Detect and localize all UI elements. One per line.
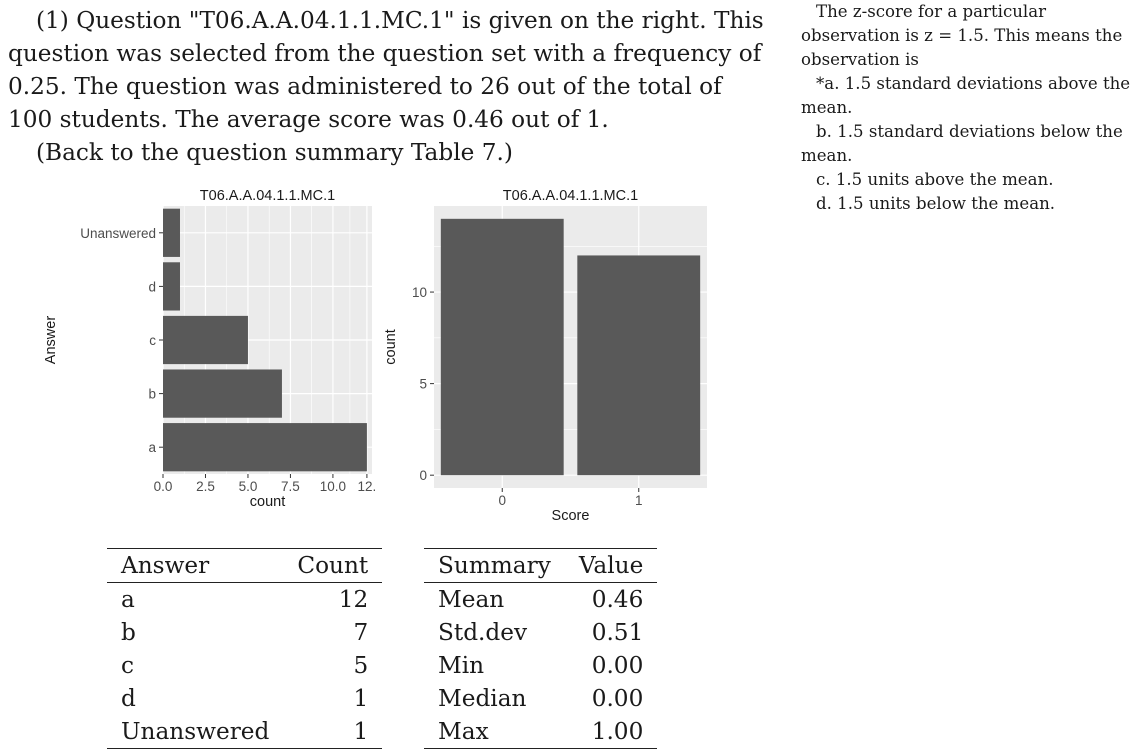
y-tick-label: d <box>148 279 156 294</box>
summary-cell: Mean <box>438 586 505 613</box>
y-tick-label: c <box>149 333 156 348</box>
chart-title: T06.A.A.04.1.1.MC.1 <box>200 188 335 204</box>
table-row: Min 0.00 <box>424 649 657 682</box>
bar <box>577 255 701 476</box>
count-header: Count <box>283 548 383 583</box>
back-to-table-link[interactable]: (Back to the question summary Table 7.) <box>36 139 513 166</box>
x-tick-label: 2.5 <box>196 479 215 494</box>
answer-header: Answer <box>107 548 284 583</box>
summary-cell: Max <box>424 715 565 749</box>
y-tick-label: a <box>148 440 156 455</box>
x-tick-label: 0.0 <box>154 479 173 494</box>
value-cell: 0.46 <box>591 586 644 613</box>
answer-cell: c <box>121 652 134 679</box>
x-tick-label: 0 <box>498 493 506 508</box>
bar <box>163 423 367 472</box>
table-row: Max 1.00 <box>424 715 658 749</box>
y-tick-label: 5 <box>419 377 427 392</box>
answer-cell: d <box>121 685 136 712</box>
answer-cell: b <box>121 619 136 646</box>
y-axis-label: count <box>383 329 399 364</box>
count-cell: 5 <box>353 652 369 679</box>
value-cell: 1.00 <box>564 715 658 749</box>
value-cell: 0.00 <box>591 685 644 712</box>
x-tick-label: 1 <box>635 493 643 508</box>
y-tick-label: b <box>148 387 156 402</box>
x-axis-label: count <box>250 494 285 510</box>
count-cell: 1 <box>283 715 383 749</box>
option-a: *a. 1.5 standard deviations above the me… <box>801 74 1131 117</box>
y-tick-label: 0 <box>419 468 427 483</box>
bar <box>163 208 180 257</box>
summary-header: Summary <box>424 548 565 583</box>
x-tick-label: 5.0 <box>239 479 258 494</box>
bar <box>440 218 564 476</box>
x-tick-label: 12. <box>358 479 377 494</box>
question-panel: The z-score for a particular observation… <box>801 0 1136 216</box>
intro-paragraph: (1) Question "T06.A.A.04.1.1.MC.1" is gi… <box>8 4 768 169</box>
score-count-chart: 0 5 10 0 1 T06.A.A.04.1.1.MC.1 Score count <box>383 188 707 524</box>
bar <box>163 262 180 311</box>
count-cell: 12 <box>338 586 369 613</box>
answer-cell: a <box>121 586 135 613</box>
summary-cell: Min <box>438 652 485 679</box>
question-stem: The z-score for a particular observation… <box>801 2 1123 69</box>
score-summary-table: Summary Value Mean 0.46 Std.dev 0.51 Min 0.… <box>424 548 658 749</box>
answer-cell: Unanswered <box>107 715 284 749</box>
value-header: Value <box>564 548 658 583</box>
y-axis-label: Answer <box>43 316 59 365</box>
y-tick-label: 10 <box>412 285 427 300</box>
value-cell: 0.00 <box>591 652 644 679</box>
answer-count-chart: 0.0 2.5 5.0 7.5 10.0 12. Unanswered d c b a T06.A.A… <box>43 188 377 510</box>
count-cell: 1 <box>353 685 369 712</box>
bar <box>163 315 248 365</box>
table-row: Std.dev 0.51 <box>424 616 657 649</box>
x-axis-label: Score <box>552 508 590 524</box>
summary-cell: Std.dev <box>438 619 528 646</box>
count-cell: 7 <box>353 619 369 646</box>
summary-cell: Median <box>438 685 527 712</box>
table-row: Mean 0.46 <box>424 583 657 617</box>
x-tick-label: 7.5 <box>281 479 300 494</box>
table-row: Median 0.00 <box>424 682 657 715</box>
option-b: b. 1.5 standard deviations below the mea… <box>801 122 1123 165</box>
intro-text: (1) Question "T06.A.A.04.1.1.MC.1" is gi… <box>8 7 764 133</box>
option-c: c. 1.5 units above the mean. <box>816 170 1054 189</box>
y-tick-label: Unanswered <box>80 226 156 241</box>
x-tick-label: 10.0 <box>320 479 346 494</box>
table-row: a 12 <box>107 583 382 617</box>
table-row: Unanswered 1 <box>107 715 383 749</box>
chart-title: T06.A.A.04.1.1.MC.1 <box>503 188 638 204</box>
option-d: d. 1.5 units below the mean. <box>816 194 1056 213</box>
bar <box>163 369 282 418</box>
value-cell: 0.51 <box>591 619 644 646</box>
